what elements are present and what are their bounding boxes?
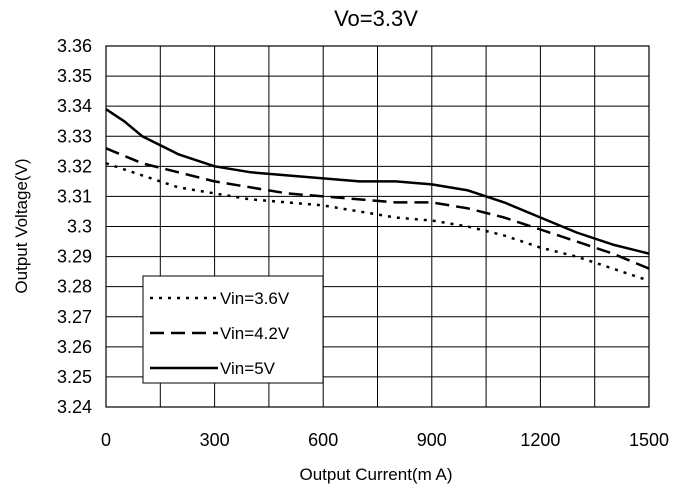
legend-label: Vin=4.2V [220, 324, 290, 343]
y-tick-label: 3.33 [57, 126, 92, 146]
y-tick-label: 3.34 [57, 96, 92, 116]
y-tick-label: 3.35 [57, 66, 92, 86]
y-tick-label: 3.31 [57, 186, 92, 206]
x-axis-ticks: 0 300 600 900 1200 1500 [101, 430, 669, 450]
x-tick-label: 1500 [629, 430, 669, 450]
legend-label: Vin=5V [220, 359, 276, 378]
y-tick-label: 3.3 [67, 217, 92, 237]
legend-box [142, 275, 324, 384]
x-tick-label: 300 [200, 430, 230, 450]
x-axis-label: Output Current(m A) [299, 465, 452, 484]
y-tick-label: 3.28 [57, 277, 92, 297]
y-tick-label: 3.24 [57, 397, 92, 417]
y-axis-ticks: 3.24 3.25 3.26 3.27 3.28 3.29 3.3 3.31 3.32 3.33 3… [57, 36, 92, 417]
y-tick-label: 3.29 [57, 247, 92, 267]
y-tick-label: 3.32 [57, 156, 92, 176]
y-tick-label: 3.27 [57, 307, 92, 327]
x-tick-label: 0 [101, 430, 111, 450]
series-line-vin-5v [105, 108, 650, 255]
legend-label: Vin=3.6V [220, 289, 290, 308]
legend: Vin=3.6V Vin=4.2V Vin=5V [142, 275, 324, 384]
y-tick-label: 3.36 [57, 36, 92, 56]
data-series [105, 108, 650, 282]
y-axis-label: Output Voltage(V) [12, 158, 31, 293]
x-tick-label: 1200 [520, 430, 560, 450]
x-tick-label: 900 [417, 430, 447, 450]
series-line-vin-4-2v [105, 147, 650, 270]
plot-frame [105, 45, 650, 408]
x-tick-label: 600 [308, 430, 338, 450]
chart-title: Vo=3.3V [334, 6, 418, 31]
y-tick-label: 3.25 [57, 367, 92, 387]
y-tick-label: 3.26 [57, 337, 92, 357]
